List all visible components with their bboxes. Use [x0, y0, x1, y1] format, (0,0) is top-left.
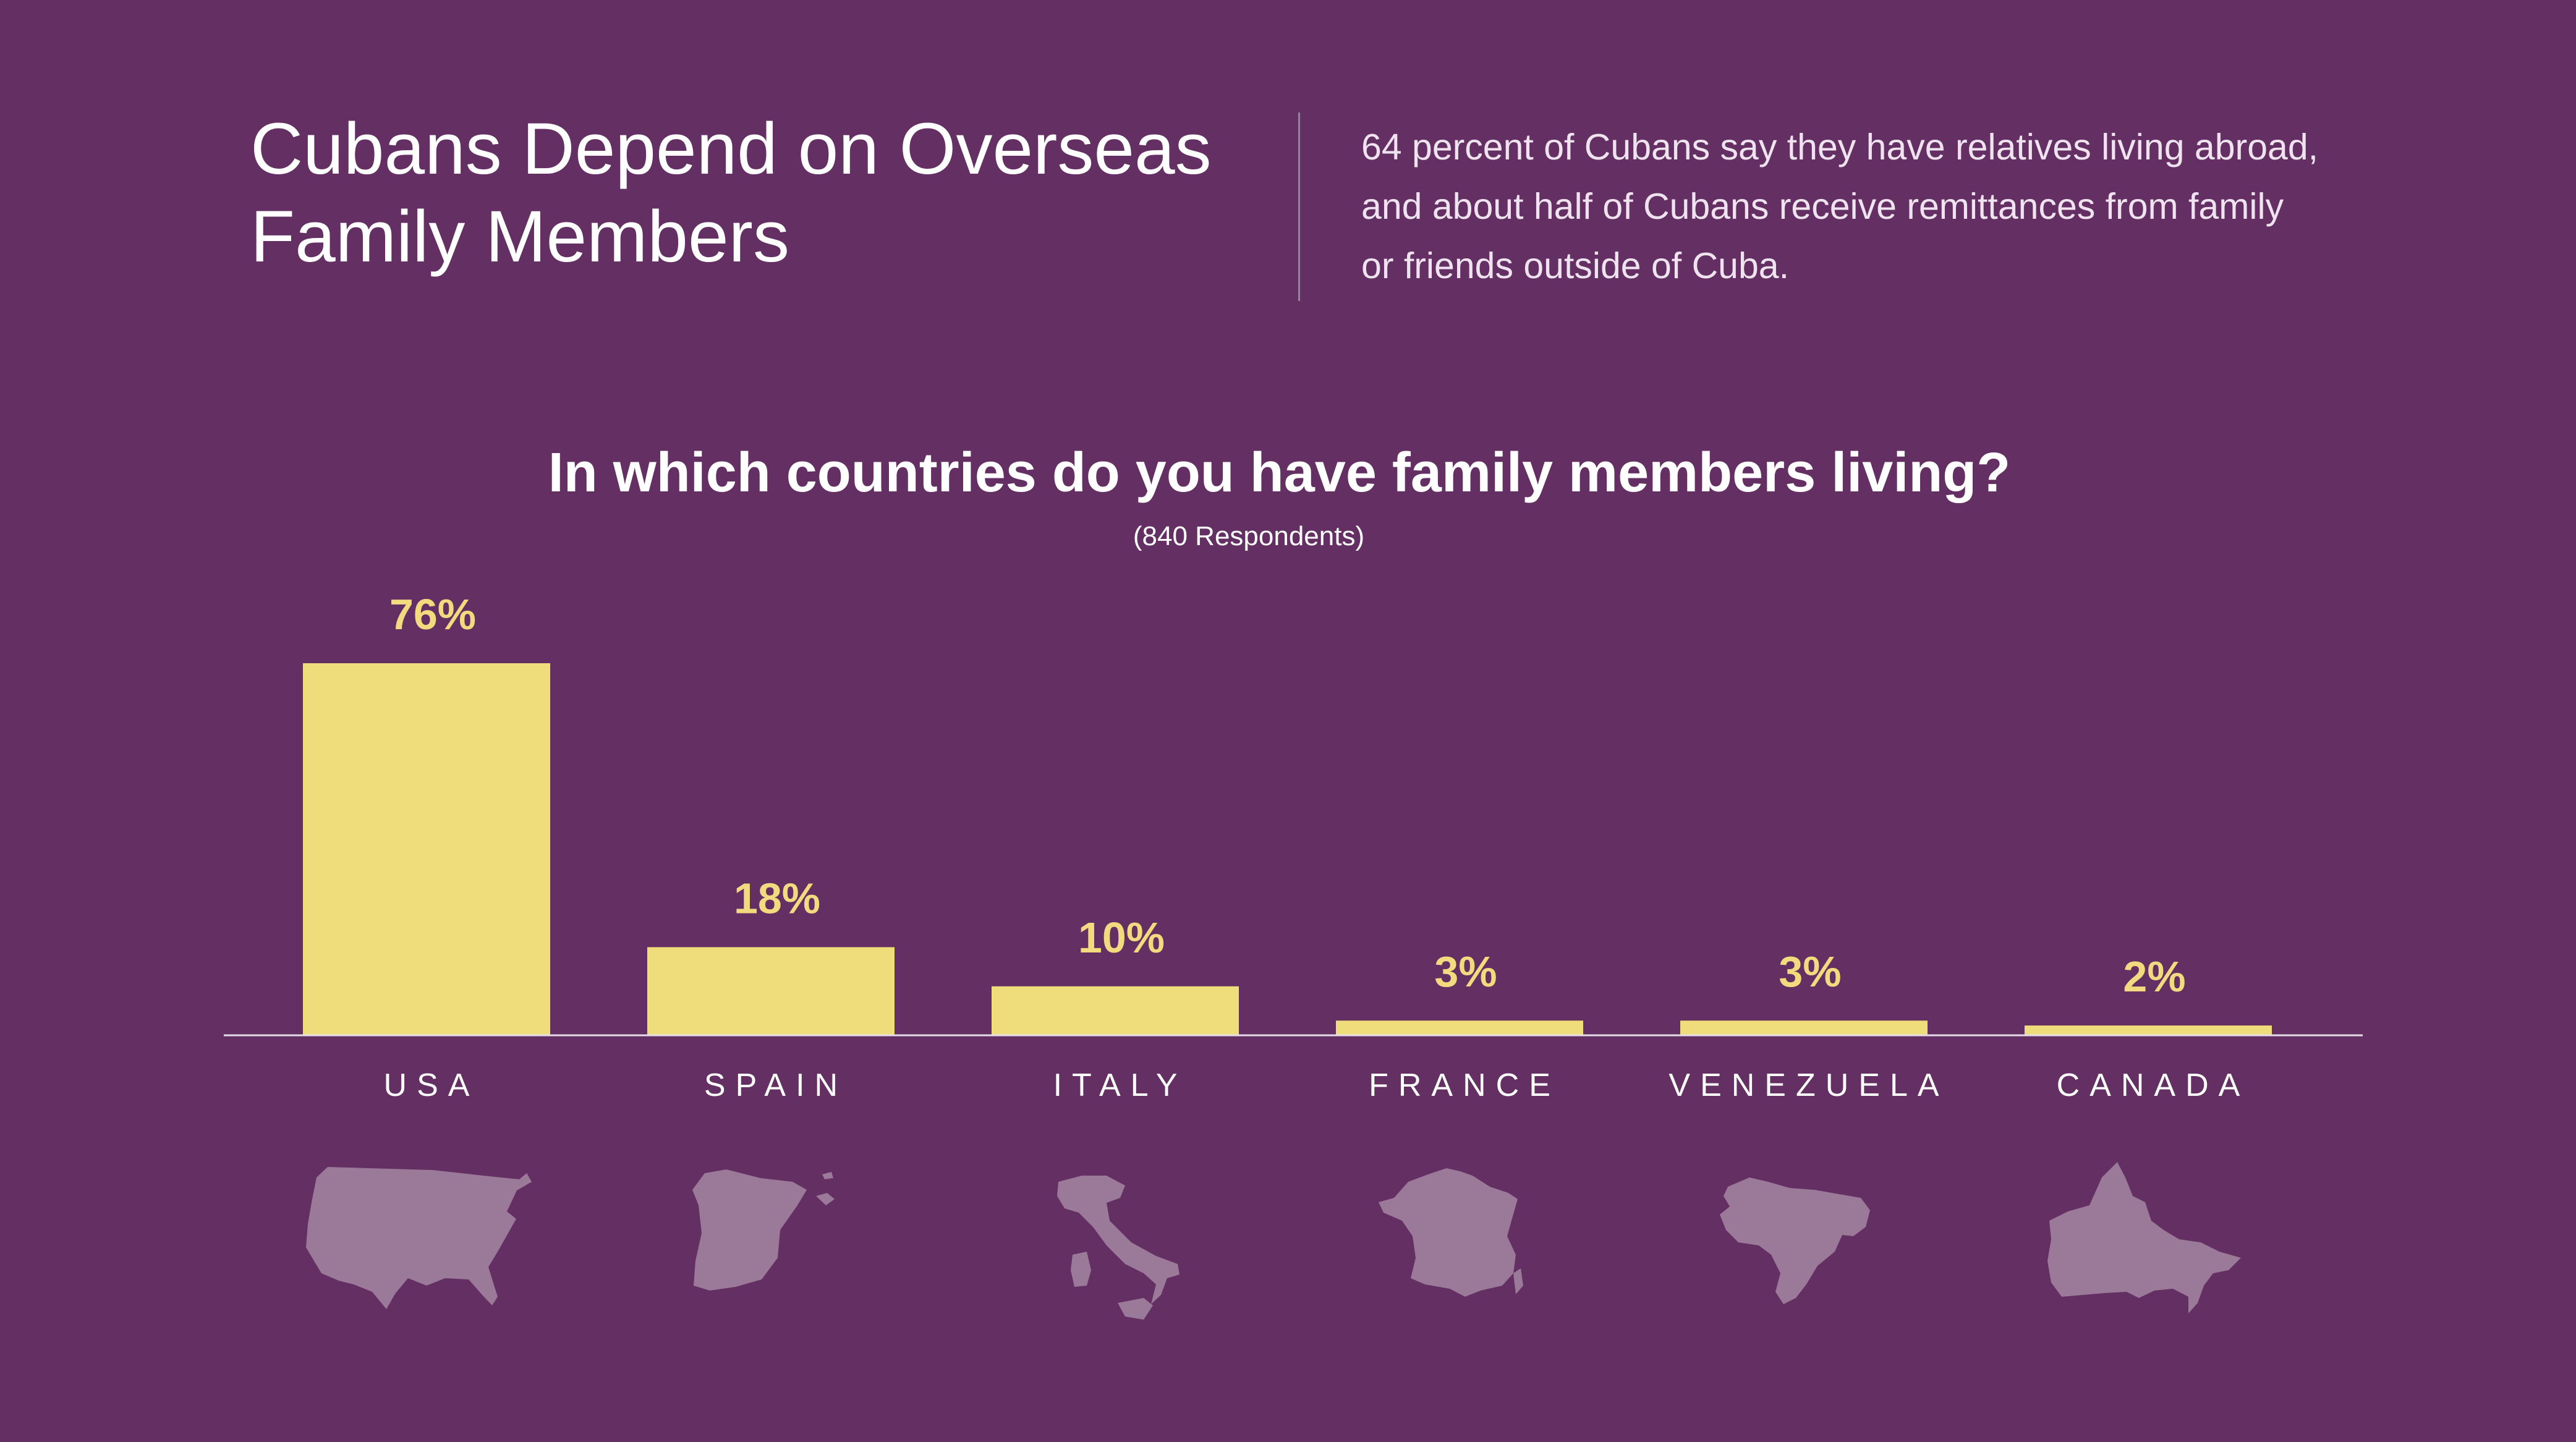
canada-map-icon [2047, 1162, 2241, 1313]
usa-map-icon [306, 1167, 532, 1309]
bars-layer [303, 663, 2272, 1035]
page-title: Cubans Depend on Overseas Family Members [250, 105, 1239, 281]
bar-canada [2025, 1025, 2272, 1035]
spain-islands-icon [816, 1172, 835, 1205]
category-label-italy: ITALY [1053, 1067, 1188, 1103]
category-label-france: FRANCE [1369, 1067, 1560, 1103]
bar-italy [992, 986, 1239, 1035]
bar-france [1336, 1020, 1583, 1035]
bar-value-label-usa: 76% [389, 590, 476, 638]
category-label-canada: CANADA [2057, 1067, 2250, 1103]
bar-value-label-italy: 10% [1078, 914, 1165, 962]
bar-venezuela [1680, 1020, 1928, 1035]
bar-value-label-france: 3% [1434, 948, 1497, 996]
category-labels-layer: USA SPAIN ITALY FRANCE VENEZUELA CANADA [384, 1067, 2250, 1103]
category-label-usa: USA [384, 1067, 480, 1103]
bar-spain [647, 947, 895, 1035]
category-label-spain: SPAIN [704, 1067, 848, 1103]
value-labels-layer: 76% 18% 10% 3% 3% 2% [389, 590, 2186, 1001]
header-description-line-2: and about half of Cubans receive remitta… [1361, 186, 2284, 227]
italy-sardinia-icon [1071, 1252, 1091, 1287]
header-description-line-3: or friends outside of Cuba. [1361, 245, 1790, 286]
spain-map-icon [692, 1169, 807, 1291]
venezuela-map-icon [1720, 1177, 1870, 1304]
chart-title: In which countries do you have family me… [548, 442, 2011, 504]
bar-usa [303, 663, 550, 1035]
page-title-line-1: Cubans Depend on Overseas [250, 108, 1212, 190]
category-label-venezuela: VENEZUELA [1668, 1067, 1949, 1103]
italy-sicily-icon [1118, 1298, 1153, 1320]
map-icons-layer [306, 1162, 2241, 1320]
bar-value-label-spain: 18% [734, 874, 820, 922]
header-divider [1298, 112, 1300, 301]
bar-value-label-venezuela: 3% [1779, 948, 1841, 996]
italy-map-icon [1057, 1176, 1180, 1304]
bar-value-label-canada: 2% [2123, 952, 2185, 1001]
france-corsica-icon [1513, 1268, 1523, 1294]
header-description-line-1: 64 percent of Cubans say they have relat… [1361, 127, 2319, 168]
header-description: 64 percent of Cubans say they have relat… [1361, 117, 2462, 295]
page-title-line-2: Family Members [250, 196, 789, 278]
france-map-icon [1379, 1168, 1518, 1297]
chart-subtitle: (840 Respondents) [1133, 521, 1365, 551]
